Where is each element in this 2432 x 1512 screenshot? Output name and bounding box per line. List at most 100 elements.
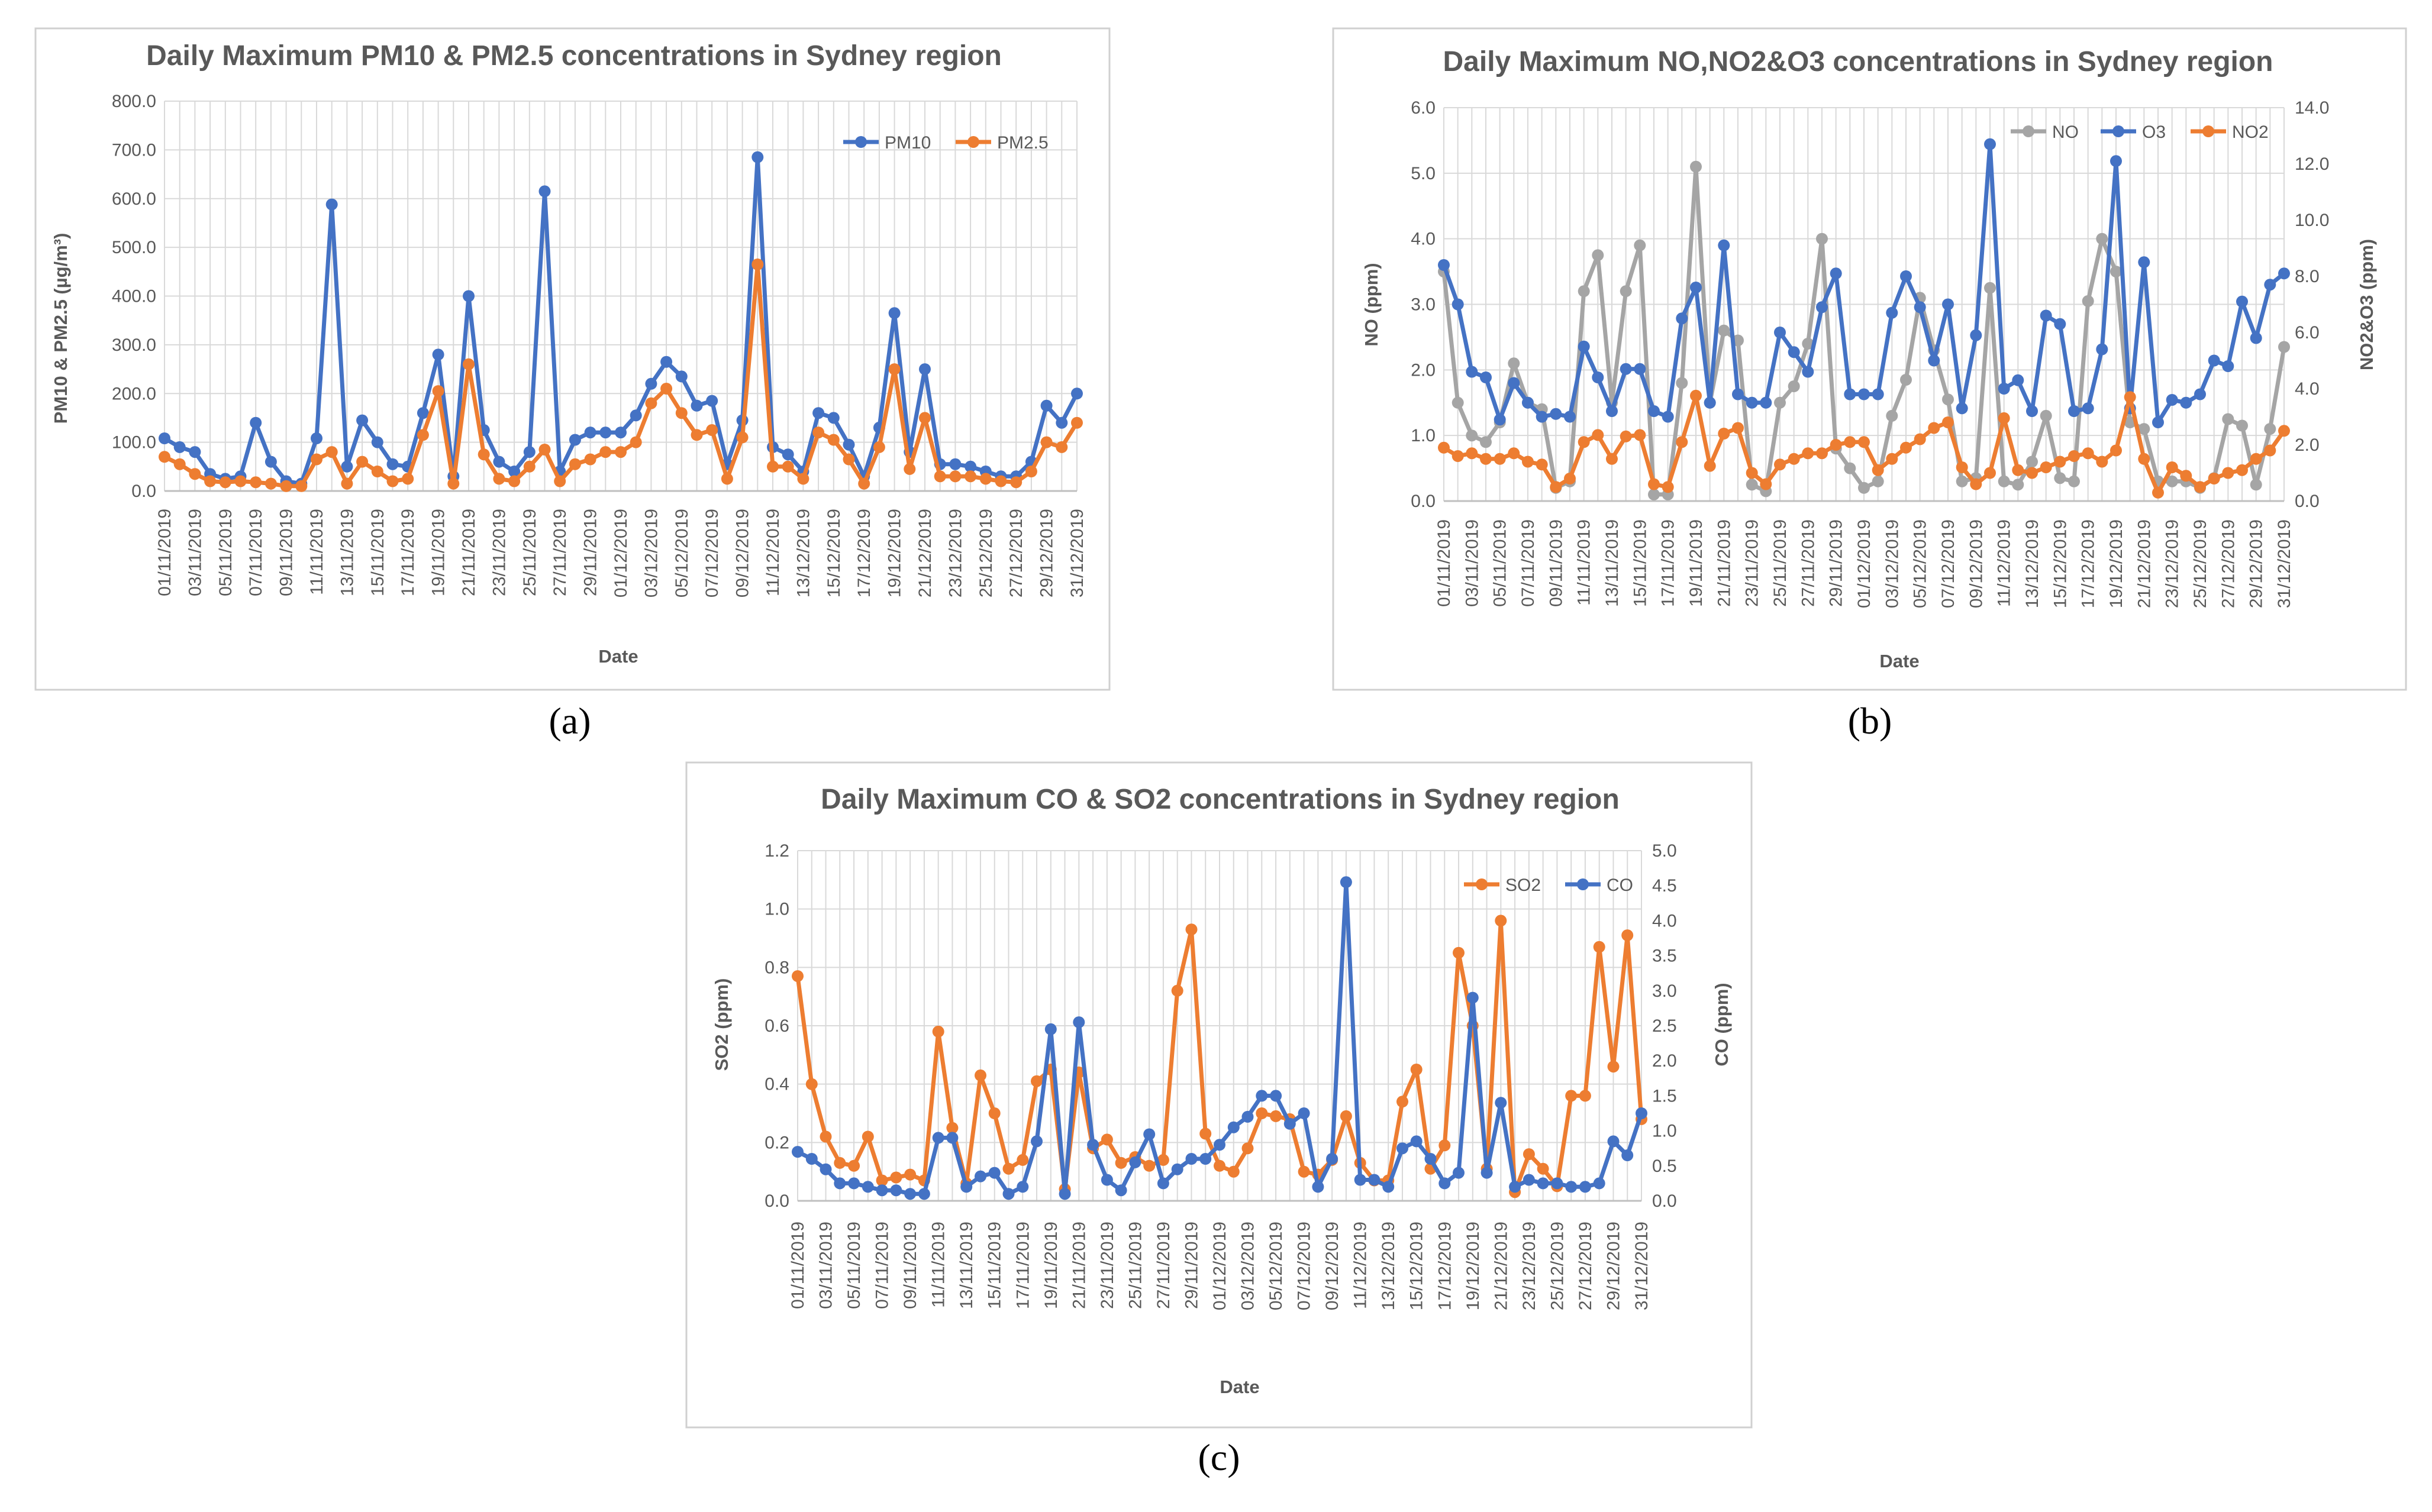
data-point [1844,436,1856,448]
data-point [1056,416,1068,429]
data-point [2054,472,2066,484]
x-tick-label: 23/12/2019 [946,509,965,597]
data-point [1523,1174,1535,1186]
legend: PM10 PM2.5 [843,133,1049,153]
data-point [2250,479,2262,491]
y-tick-label: 200.0 [112,384,156,403]
data-point [1270,1110,1282,1122]
legend-swatch-marker [2202,125,2214,137]
x-tick-label: 01/12/2019 [1210,1222,1230,1310]
data-point [1900,374,1912,386]
data-point [1115,1156,1127,1169]
y-right-tick-label: 2.5 [1652,1016,1677,1036]
x-tick-label: 17/12/2019 [1435,1222,1454,1310]
data-point [1606,453,1618,465]
data-point [2222,360,2234,372]
data-point [1872,475,1884,487]
x-tick-label: 15/11/2019 [368,509,388,596]
data-point [2068,405,2080,417]
data-point [706,395,718,407]
y-right-tick-label: 5.0 [1652,841,1677,861]
data-point [2026,467,2038,479]
data-point [820,1130,832,1143]
x-axis-title: Date [1220,1377,1259,1397]
y-tick-label: 600.0 [112,189,156,209]
data-point [1830,439,1842,451]
data-point [843,453,855,466]
data-point [2208,354,2220,367]
data-point [1071,387,1083,400]
chart-title: Daily Maximum PM10 & PM2.5 concentration… [146,40,1002,72]
y-tick-label: 5.0 [1411,164,1436,183]
data-point [1185,1153,1198,1165]
x-tick-label: 11/11/2019 [1575,519,1594,606]
data-point [447,477,460,490]
data-point [660,356,673,368]
data-point [523,460,536,473]
data-point [1481,1167,1493,1179]
data-point [2012,479,2024,491]
x-tick-label: 05/12/2019 [1911,519,1930,608]
data-point [782,460,794,473]
x-tick-label: 19/12/2019 [885,509,905,597]
data-point [1452,298,1464,311]
data-point [946,1122,959,1134]
data-point [1438,441,1450,454]
data-point [204,475,217,487]
y-right-tick-label: 0.0 [1652,1191,1677,1211]
data-point [295,480,308,492]
data-point [1718,428,1730,440]
data-point [2222,413,2234,425]
data-point [1578,436,1590,448]
data-point [1073,1016,1085,1029]
legend-item: SO2 [1464,875,1541,895]
data-point [1071,416,1083,429]
legend-item: O3 [2101,122,2166,142]
data-point [493,473,505,485]
x-tick-label: 23/12/2019 [1520,1222,1539,1310]
data-point [2026,405,2038,417]
data-point [2082,295,2094,307]
data-point [1157,1177,1169,1190]
x-tick-label: 21/11/2019 [1069,1222,1089,1309]
data-point [1241,1142,1254,1155]
data-point [736,431,749,444]
y-tick-label: 0.6 [765,1016,789,1036]
data-point [1690,282,1702,293]
y-tick-label: 1.2 [765,841,789,861]
data-point [159,451,170,463]
legend-item: NO2 [2191,122,2269,142]
data-point [1844,388,1856,400]
legend-item: PM10 [843,133,931,153]
data-point [1607,1061,1620,1073]
data-point [2264,444,2276,457]
legend-swatch-marker [1476,878,1488,890]
data-point [2250,332,2262,344]
data-point [1466,429,1478,442]
data-point [1690,160,1702,173]
y-right-tick-label: 1.0 [1652,1122,1677,1141]
legend-label: SO2 [1505,875,1541,895]
data-point [995,475,1007,487]
data-point [782,448,794,461]
data-point [876,1174,888,1187]
x-tick-label: 05/12/2019 [1266,1222,1286,1310]
panel-label: (a) [549,700,591,742]
data-point [1704,396,1716,409]
x-tick-label: 23/11/2019 [489,509,509,596]
x-tick-label: 13/11/2019 [1602,519,1622,607]
data-point [1031,1075,1043,1087]
data-point [1410,1064,1423,1075]
x-tick-label: 05/12/2019 [672,509,692,597]
data-point [1620,285,1632,298]
data-point [1620,430,1632,442]
data-point [1565,1090,1578,1102]
data-point [918,1188,930,1200]
data-point [1087,1139,1099,1151]
data-point [848,1159,860,1172]
x-tick-label: 13/12/2019 [794,509,813,597]
data-point [1928,422,1940,434]
data-point [402,473,414,485]
data-point [1634,239,1646,251]
data-point [1942,298,1954,311]
